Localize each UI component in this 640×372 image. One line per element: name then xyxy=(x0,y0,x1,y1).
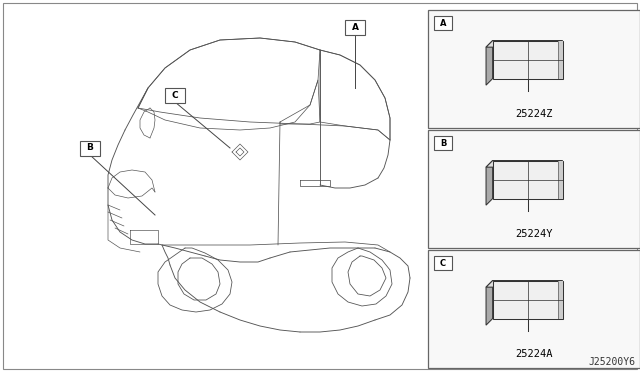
Text: 25224Z: 25224Z xyxy=(515,109,553,119)
Polygon shape xyxy=(486,161,493,205)
Bar xyxy=(434,256,452,270)
Bar xyxy=(165,87,185,103)
Bar xyxy=(434,136,452,150)
Bar xyxy=(345,19,365,35)
Polygon shape xyxy=(486,41,493,85)
Polygon shape xyxy=(493,280,563,318)
Polygon shape xyxy=(557,41,563,78)
Bar xyxy=(428,10,640,128)
Bar xyxy=(428,130,640,248)
Polygon shape xyxy=(486,280,493,325)
Text: A: A xyxy=(351,22,358,32)
Polygon shape xyxy=(557,161,563,199)
Text: C: C xyxy=(440,259,446,267)
Polygon shape xyxy=(486,280,563,287)
Text: 25224Y: 25224Y xyxy=(515,229,553,239)
Text: A: A xyxy=(440,19,446,28)
Bar xyxy=(428,250,640,368)
Text: B: B xyxy=(86,144,93,153)
Polygon shape xyxy=(486,161,563,167)
Polygon shape xyxy=(493,161,563,199)
Polygon shape xyxy=(486,41,563,47)
Text: C: C xyxy=(172,90,179,99)
Text: B: B xyxy=(440,138,446,148)
Polygon shape xyxy=(493,41,563,78)
Polygon shape xyxy=(557,280,563,318)
Text: J25200Y6: J25200Y6 xyxy=(588,357,635,367)
Bar xyxy=(434,16,452,30)
Bar xyxy=(80,141,100,155)
Text: 25224A: 25224A xyxy=(515,349,553,359)
